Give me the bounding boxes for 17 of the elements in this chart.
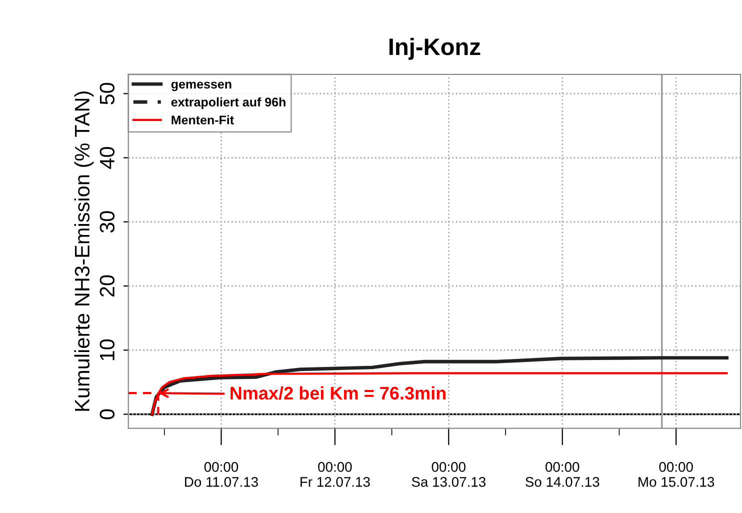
y-tick-label: 40 bbox=[100, 146, 115, 169]
legend-label: extrapoliert auf 96h bbox=[171, 97, 286, 109]
y-tick-label: 50 bbox=[100, 82, 115, 104]
x-tick-label: 00:00 Do 11.07.13 bbox=[185, 462, 258, 487]
y-tick-label: 30 bbox=[100, 211, 115, 233]
y-axis-title: Kumulierte NH3-Emission (% TAN) bbox=[74, 92, 94, 411]
annotation: Nmax/2 bei Km = 76.3min bbox=[230, 386, 446, 400]
legend-label: Menten-Fit bbox=[172, 115, 234, 124]
chart-title: Inj-Konz bbox=[389, 38, 480, 60]
y-tick-label: 0 bbox=[100, 409, 115, 420]
legend-label: gemessen bbox=[171, 82, 232, 92]
x-tick-label: 00:00 Sa 13.07.13 bbox=[412, 462, 486, 487]
y-tick-label: 20 bbox=[100, 275, 115, 297]
x-tick-label: 00:00 So 14.07.13 bbox=[526, 462, 600, 487]
x-tick-label: 00:00 Fr 12.07.13 bbox=[300, 462, 370, 487]
y-tick-label: 10 bbox=[100, 339, 115, 360]
x-tick-label: 00:00 Mo 15.07.13 bbox=[638, 462, 714, 487]
